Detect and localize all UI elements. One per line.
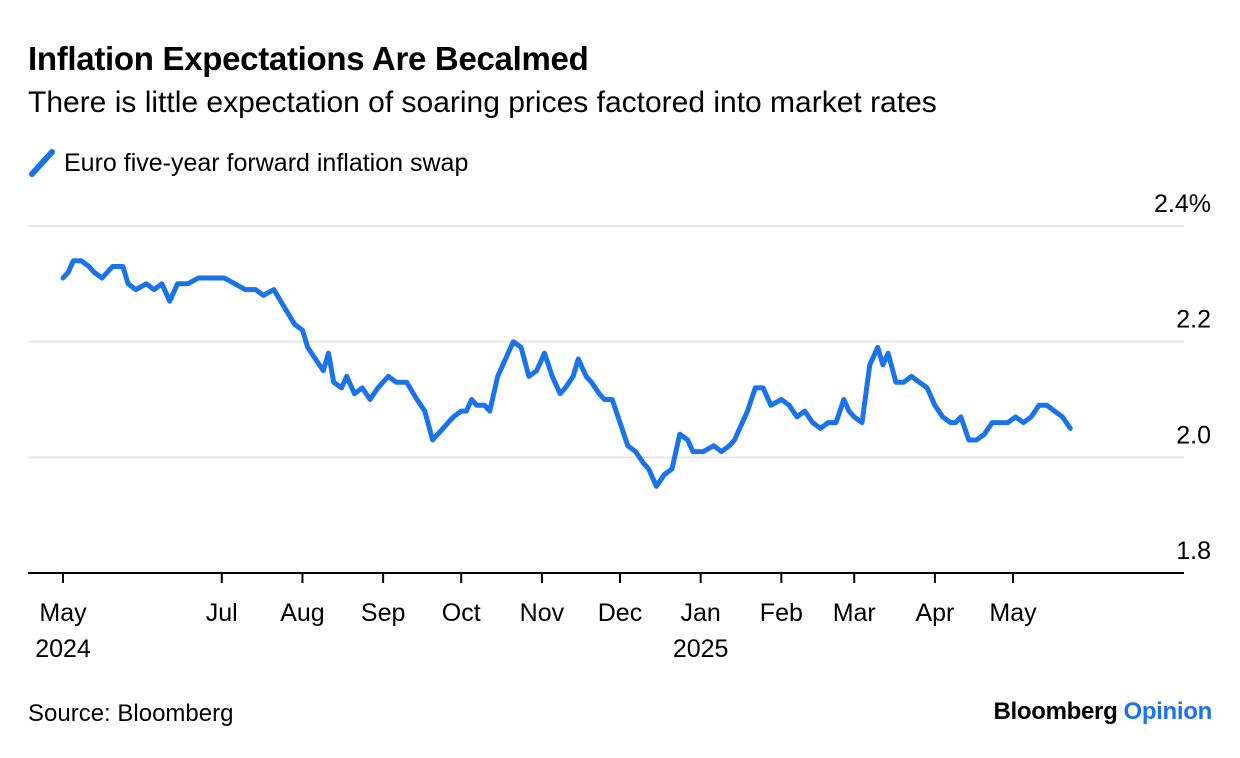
- x-tick-label-11: May: [989, 599, 1037, 627]
- x-tick-label-1: Jul: [206, 599, 238, 627]
- chart-title: Inflation Expectations Are Becalmed: [28, 40, 589, 77]
- y-tick-label-0: 2.4%: [1154, 190, 1211, 218]
- x-tick-label-3: Sep: [361, 599, 405, 627]
- x-tick-label-6: Dec: [598, 599, 642, 627]
- x-tick-year-7: 2025: [673, 635, 729, 663]
- brand-secondary: Opinion: [1123, 698, 1212, 725]
- chart-subtitle: There is little expectation of soaring p…: [28, 86, 937, 119]
- x-tick-label-9: Mar: [833, 599, 876, 627]
- source-note: Source: Bloomberg: [28, 700, 234, 727]
- y-tick-label-2: 2.0: [1176, 421, 1211, 449]
- x-tick-label-2: Aug: [280, 599, 324, 627]
- x-tick-label-7: Jan: [681, 599, 721, 627]
- x-tick-label-0: May: [39, 599, 87, 627]
- brand-primary: Bloomberg: [993, 698, 1118, 725]
- legend-swatch: [29, 149, 55, 177]
- y-tick-label-3: 1.8: [1176, 537, 1211, 565]
- legend-label: Euro five-year forward inflation swap: [64, 148, 469, 177]
- x-tick-label-8: Feb: [760, 599, 803, 627]
- x-tick-label-5: Nov: [520, 599, 565, 627]
- x-tick-label-4: Oct: [442, 599, 481, 627]
- brand-logo: Bloomberg Opinion: [993, 698, 1212, 726]
- y-tick-label-1: 2.2: [1176, 306, 1211, 334]
- x-tick-label-10: Apr: [915, 599, 954, 627]
- x-tick-year-0: 2024: [35, 635, 91, 663]
- series-line-0: [60, 258, 1073, 489]
- legend: Euro five-year forward inflation swap: [28, 148, 468, 178]
